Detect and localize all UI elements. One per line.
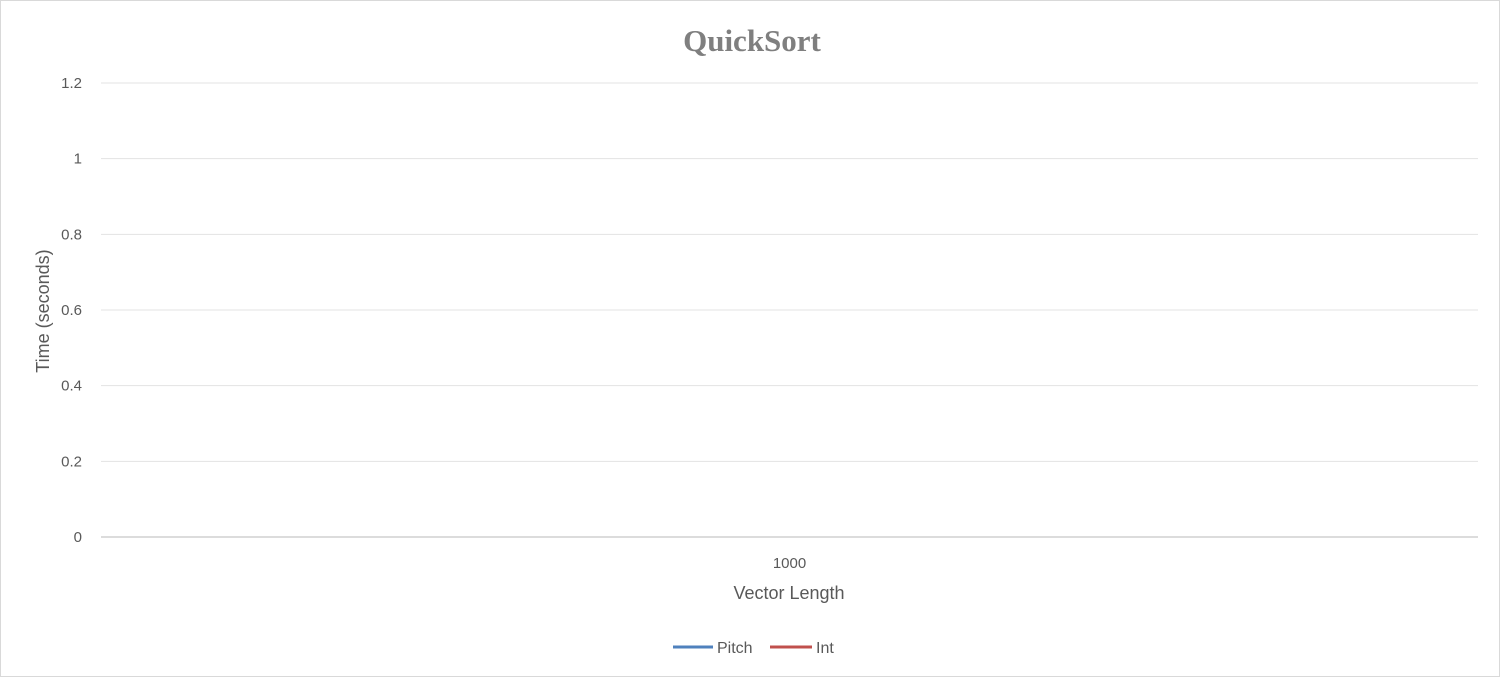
x-axis-label: Vector Length <box>733 583 844 603</box>
y-tick-label: 0 <box>74 529 82 546</box>
y-tick-label: 0.2 <box>61 453 82 470</box>
gridlines <box>101 82 1478 538</box>
y-axis-ticks: 0 0.2 0.4 0.6 0.8 1 1.2 <box>61 75 82 546</box>
legend-label-pitch: Pitch <box>717 640 753 657</box>
legend: Pitch Int <box>673 640 834 657</box>
legend-label-int: Int <box>816 640 834 657</box>
y-tick-label: 1.2 <box>61 75 82 92</box>
x-tick-label: 1000 <box>773 555 806 572</box>
y-tick-label: 0.6 <box>61 302 82 319</box>
chart-title: QuickSort <box>683 23 821 58</box>
y-axis-label: Time (seconds) <box>33 249 53 372</box>
y-tick-label: 0.8 <box>61 226 82 243</box>
y-tick-label: 1 <box>74 151 82 168</box>
x-axis-ticks: 1000 <box>773 555 806 572</box>
y-tick-label: 0.4 <box>61 378 82 395</box>
